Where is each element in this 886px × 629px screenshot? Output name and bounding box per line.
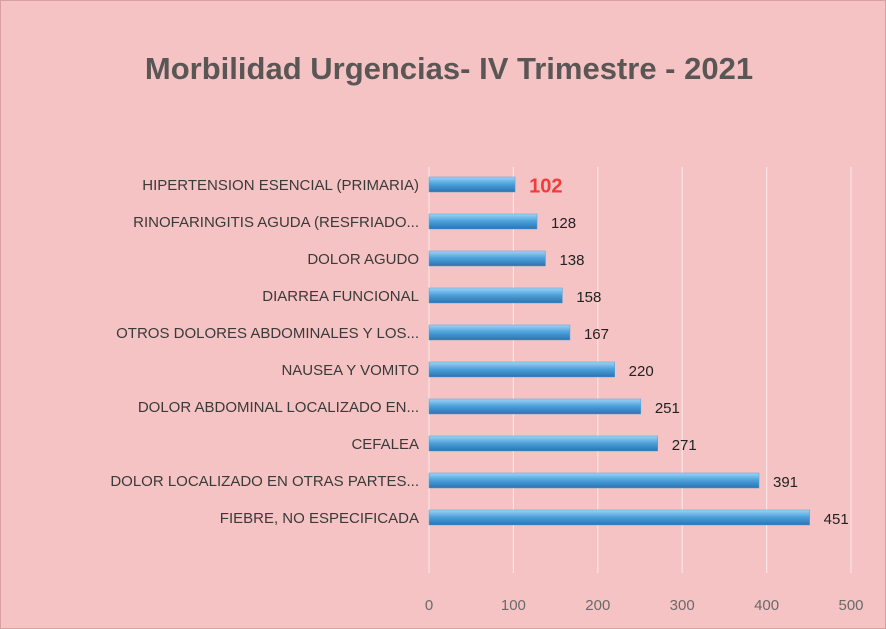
bar (428, 435, 658, 452)
data-label: 271 (672, 437, 697, 454)
y-tick-label: RINOFARINGITIS AGUDA (RESFRIADO... (133, 214, 419, 231)
x-tick-label: 300 (670, 597, 695, 614)
data-label: 220 (629, 363, 654, 380)
data-label: 138 (559, 252, 584, 269)
y-tick-label: HIPERTENSION ESENCIAL (PRIMARIA) (142, 177, 419, 194)
y-tick-label: OTROS DOLORES ABDOMINALES Y LOS... (116, 325, 419, 342)
chart-title: Morbilidad Urgencias- IV Trimestre - 202… (144, 51, 754, 86)
data-label: 158 (576, 289, 601, 306)
data-label: 391 (773, 474, 798, 491)
bar (428, 324, 571, 341)
bar (428, 213, 538, 230)
data-label: 451 (824, 511, 849, 528)
x-tick-label: 200 (585, 597, 610, 614)
y-tick-label: DOLOR AGUDO (307, 251, 419, 268)
x-tick-label: 100 (501, 597, 526, 614)
bar (428, 176, 516, 193)
y-tick-label: DIARREA FUNCIONAL (262, 288, 419, 305)
data-label: 128 (551, 215, 576, 232)
bar (428, 287, 563, 304)
x-tick-label: 0 (425, 597, 433, 614)
data-label: 251 (655, 400, 680, 417)
x-tick-label: 500 (838, 597, 863, 614)
data-label: 102 (529, 175, 562, 197)
y-tick-label: DOLOR LOCALIZADO EN OTRAS PARTES... (110, 473, 419, 490)
bar (428, 509, 810, 526)
bar (428, 361, 615, 378)
y-tick-label: NAUSEA Y VOMITO (281, 362, 419, 379)
bar (428, 472, 760, 489)
y-tick-label: CEFALEA (351, 436, 419, 453)
bar (428, 398, 642, 415)
x-tick-label: 400 (754, 597, 779, 614)
bar (428, 250, 546, 267)
y-tick-label: DOLOR ABDOMINAL LOCALIZADO EN... (138, 399, 419, 416)
data-label: 167 (584, 326, 609, 343)
y-tick-label: FIEBRE, NO ESPECIFICADA (220, 510, 419, 527)
